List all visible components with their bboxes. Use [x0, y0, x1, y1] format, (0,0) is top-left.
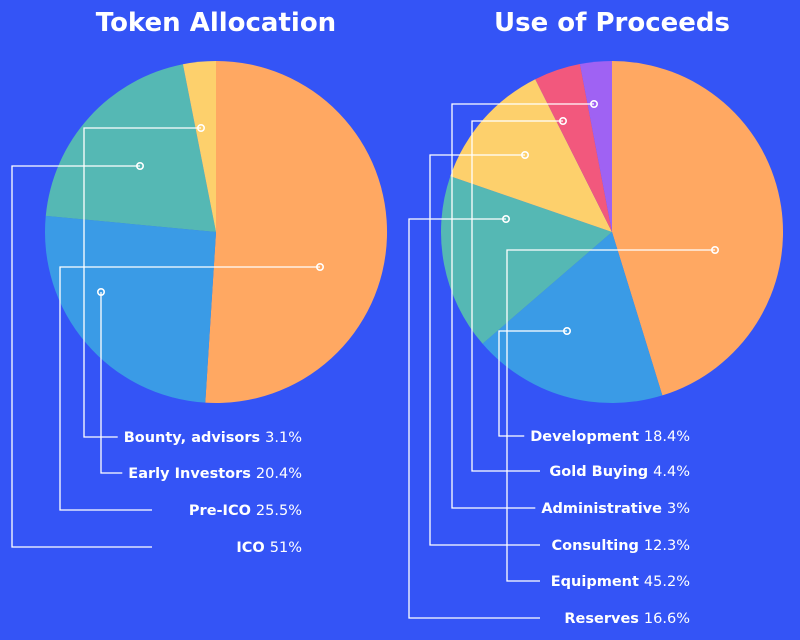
- label-backdrop: [524, 428, 692, 446]
- legend-name: Bounty, advisors: [124, 430, 260, 446]
- leader-marker: [136, 162, 145, 171]
- legend-value: 3%: [667, 501, 690, 517]
- leader-marker: [197, 124, 206, 133]
- legend-value: 18.4%: [644, 429, 690, 445]
- label-backdrop: [117, 429, 304, 447]
- label-backdrop: [182, 502, 304, 520]
- label-backdrop: [558, 610, 692, 628]
- legend-name: Development: [530, 429, 639, 445]
- legend-value: 20.4%: [256, 466, 302, 482]
- legend-label-bounty-advisors: Bounty, advisors 3.1%: [124, 430, 302, 446]
- leader-line: [408, 218, 540, 619]
- pie-slice-equipment: [612, 61, 784, 396]
- label-backdrop: [545, 537, 692, 555]
- token-allocation-title: Token Allocation: [96, 8, 336, 38]
- leader-marker: [562, 326, 571, 335]
- leader-line: [429, 154, 540, 546]
- legend-name: Pre-ICO: [189, 503, 251, 519]
- legend-value: 45.2%: [644, 574, 690, 590]
- pie-slice-reserves: [441, 176, 612, 344]
- legend-label-ico: ICO 51%: [236, 540, 302, 556]
- label-backdrop: [230, 539, 304, 557]
- legend-name: Consulting: [551, 538, 638, 554]
- leader-marker: [710, 246, 719, 255]
- use-of-proceeds-pie: Development 18.4% Gold Buying 4.4% Administr…: [408, 60, 784, 628]
- use-of-proceeds-title: Use of Proceeds: [494, 8, 730, 38]
- leader-line: [506, 249, 715, 582]
- leader-line: [59, 266, 320, 511]
- pie-slice-bounty-advisors: [182, 60, 216, 232]
- leader-marker: [501, 215, 510, 224]
- pie-slice-ico: [205, 60, 388, 404]
- legend-label-administrative: Administrative 3%: [541, 501, 690, 517]
- legend-label-pre-ico: Pre-ICO 25.5%: [189, 503, 302, 519]
- leader-marker: [315, 262, 324, 271]
- pie-slice-early-investors: [45, 64, 217, 232]
- legend-name: Early Investors: [128, 466, 251, 482]
- pie-slice-pre-ico: [45, 215, 217, 403]
- leader-line: [11, 165, 152, 548]
- legend-value: 12.3%: [644, 538, 690, 554]
- leader-line: [471, 120, 563, 472]
- label-backdrop: [535, 500, 692, 518]
- leader-line: [451, 103, 594, 509]
- pie-slice-consulting: [450, 79, 612, 232]
- legend-value: 3.1%: [265, 430, 302, 446]
- pie-slice-gold-buying: [535, 64, 612, 232]
- leader-marker: [558, 117, 567, 126]
- leader-marker: [589, 100, 598, 109]
- legend-value: 4.4%: [653, 464, 690, 480]
- pie-slice-development: [482, 232, 663, 404]
- legend-label-early-investors: Early Investors 20.4%: [128, 466, 302, 482]
- leader-marker: [97, 287, 106, 296]
- token-allocation-pie: Bounty, advisors 3.1% Early Investors 20.4%…: [11, 60, 388, 557]
- label-backdrop: [543, 463, 692, 481]
- legend-label-equipment: Equipment 45.2%: [551, 574, 690, 590]
- legend-name: Reserves: [564, 611, 639, 627]
- label-backdrop: [544, 573, 692, 591]
- legend-label-consulting: Consulting 12.3%: [551, 538, 690, 554]
- legend-value: 16.6%: [644, 611, 690, 627]
- legend-value: 51%: [270, 540, 302, 556]
- legend-label-development: Development 18.4%: [530, 429, 690, 445]
- leader-line: [498, 330, 567, 437]
- legend-label-reserves: Reserves 16.6%: [564, 611, 690, 627]
- legend-name: Gold Buying: [549, 464, 648, 480]
- leader-marker: [520, 151, 529, 160]
- legend-name: Administrative: [541, 501, 662, 517]
- legend-name: ICO: [236, 540, 264, 556]
- legend-name: Equipment: [551, 574, 639, 590]
- legend-label-gold-buying: Gold Buying 4.4%: [549, 464, 690, 480]
- legend-value: 25.5%: [256, 503, 302, 519]
- label-backdrop: [122, 465, 304, 483]
